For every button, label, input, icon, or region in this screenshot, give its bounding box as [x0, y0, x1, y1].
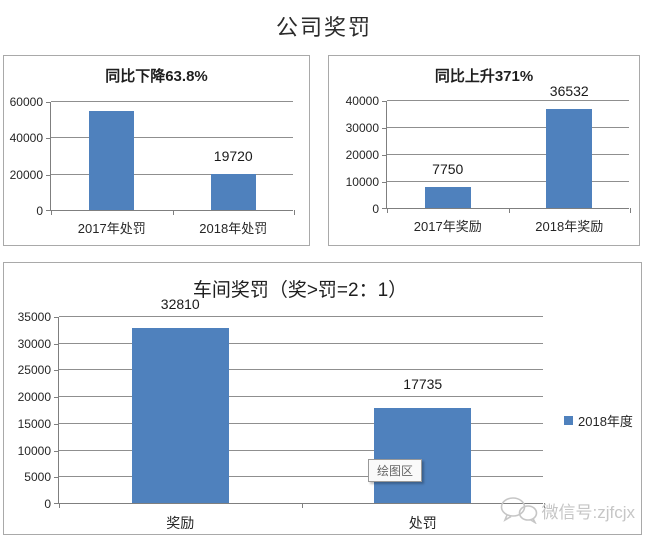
y-axis-tick-mark — [54, 423, 59, 425]
y-axis-tick-mark — [382, 182, 387, 183]
x-axis-category-label: 2018年奖励 — [535, 219, 604, 234]
y-axis-tick-label: 40000 — [9, 131, 43, 146]
bar-2018年奖励[interactable] — [546, 109, 593, 208]
legend[interactable]: 2018年度 — [564, 411, 633, 430]
chart-title: 同比下降63.8% — [105, 68, 208, 85]
y-axis-tick-mark — [54, 370, 59, 372]
data-label: 19720 — [213, 148, 253, 165]
y-axis-tick-label: 15000 — [17, 416, 51, 431]
data-label: 17735 — [403, 376, 443, 393]
plot-area: 0 20000 40000 60000 2017年处罚 19720 2018年处罚 — [10, 95, 295, 236]
y-axis-tick-label: 35000 — [17, 310, 51, 324]
y-axis-tick-label: 0 — [36, 204, 43, 218]
chart-company-penalty[interactable]: 同比下降63.8% 0 20000 40000 60000 2017年处罚 19720 20… — [3, 55, 310, 246]
y-axis-tick-mark — [46, 210, 51, 211]
plot-area: 0 5000 10000 15000 20000 25000 30000 35000 32810… — [18, 296, 545, 531]
x-axis-category-label: 2017年奖励 — [413, 219, 482, 234]
x-axis-tick-mark — [301, 503, 303, 508]
bar-奖励[interactable] — [131, 327, 229, 503]
y-axis-tick-label: 20000 — [17, 390, 51, 405]
y-axis-tick-mark — [46, 138, 51, 140]
watermark-text: 微信号:zjfcjx — [541, 502, 636, 522]
gridline — [51, 137, 293, 139]
x-axis-tick-mark — [59, 503, 60, 508]
gridline — [51, 173, 293, 175]
x-axis-category-label: 奖励 — [166, 515, 195, 531]
y-axis-tick-label: 60000 — [9, 95, 43, 109]
x-axis-tick-mark — [508, 208, 510, 213]
x-axis-tick-mark — [51, 210, 52, 215]
y-axis-tick-label: 10000 — [345, 175, 379, 189]
chart-workshop-reward-penalty[interactable]: 车间奖罚（奖>罚=2：1） 0 5000 10000 15000 20000 25000 3… — [3, 262, 642, 535]
wechat-icon — [499, 496, 539, 524]
x-axis-tick-mark — [294, 210, 295, 215]
x-axis-category-label: 2018年处罚 — [199, 221, 268, 236]
gridline — [387, 154, 629, 155]
gridline — [387, 127, 629, 128]
watermark: 微信号:zjfcjx — [499, 496, 636, 524]
y-axis-tick-label: 0 — [372, 202, 379, 216]
gridline — [59, 449, 543, 451]
chart-title: 同比上升371% — [434, 68, 534, 85]
y-axis-tick-mark — [54, 477, 59, 479]
x-axis-tick-mark — [387, 208, 388, 213]
gridline — [387, 181, 629, 182]
y-axis-tick-mark — [382, 101, 387, 102]
gridline — [387, 100, 629, 101]
y-axis-tick-mark — [54, 397, 59, 399]
data-label: 36532 — [549, 83, 589, 100]
y-axis-tick-mark — [54, 317, 59, 318]
plot-area-tooltip: 绘图区 — [368, 459, 423, 482]
y-axis-tick-label: 5000 — [24, 470, 51, 485]
y-axis-tick-label: 0 — [44, 497, 51, 511]
y-axis-tick-mark — [382, 208, 387, 209]
x-axis-category-label: 处罚 — [408, 515, 437, 531]
gridline — [59, 369, 543, 371]
x-axis-tick-mark — [544, 503, 545, 508]
chart-title: 车间奖罚（奖>罚=2：1） — [192, 280, 408, 301]
page-title: 公司奖罚 — [275, 15, 372, 40]
data-label: 7750 — [432, 161, 464, 178]
x-axis-tick-mark — [172, 210, 174, 215]
x-axis-tick-mark — [630, 208, 631, 213]
bar-处罚[interactable] — [374, 408, 472, 503]
gridline — [59, 342, 543, 344]
gridline — [59, 422, 543, 424]
bar-2018年处罚[interactable] — [210, 174, 256, 210]
y-axis-tick-mark — [382, 155, 387, 156]
gridline — [59, 316, 543, 317]
bar-2017年奖励[interactable] — [424, 187, 471, 208]
y-axis-tick-label: 30000 — [17, 336, 51, 351]
legend-label: 2018年度 — [578, 414, 633, 429]
y-axis-tick-mark — [54, 343, 59, 345]
y-axis-tick-mark — [54, 450, 59, 452]
x-axis-category-label: 2017年处罚 — [77, 221, 146, 236]
legend-swatch-icon — [564, 416, 573, 425]
gridline — [59, 476, 543, 478]
data-label: 32810 — [160, 295, 200, 312]
y-axis-tick-mark — [382, 128, 387, 129]
bar-2017年处罚[interactable] — [89, 111, 135, 210]
gridline — [51, 101, 293, 102]
plot-area: 0 10000 20000 30000 40000 7750 2017年奖励 36532 201… — [346, 83, 631, 234]
gridline — [59, 396, 543, 398]
y-axis-tick-mark — [46, 102, 51, 103]
y-axis-tick-label: 10000 — [17, 443, 51, 458]
y-axis-tick-label: 20000 — [345, 148, 379, 162]
y-axis-tick-label: 30000 — [345, 121, 379, 135]
chart-company-reward[interactable]: 同比上升371% 0 10000 20000 30000 40000 7750 2017年奖… — [328, 55, 640, 246]
y-axis-tick-mark — [54, 503, 59, 504]
y-axis-tick-label: 40000 — [345, 94, 379, 108]
y-axis-tick-mark — [46, 174, 51, 176]
y-axis-tick-label: 20000 — [9, 167, 43, 182]
y-axis-tick-label: 25000 — [17, 363, 51, 378]
